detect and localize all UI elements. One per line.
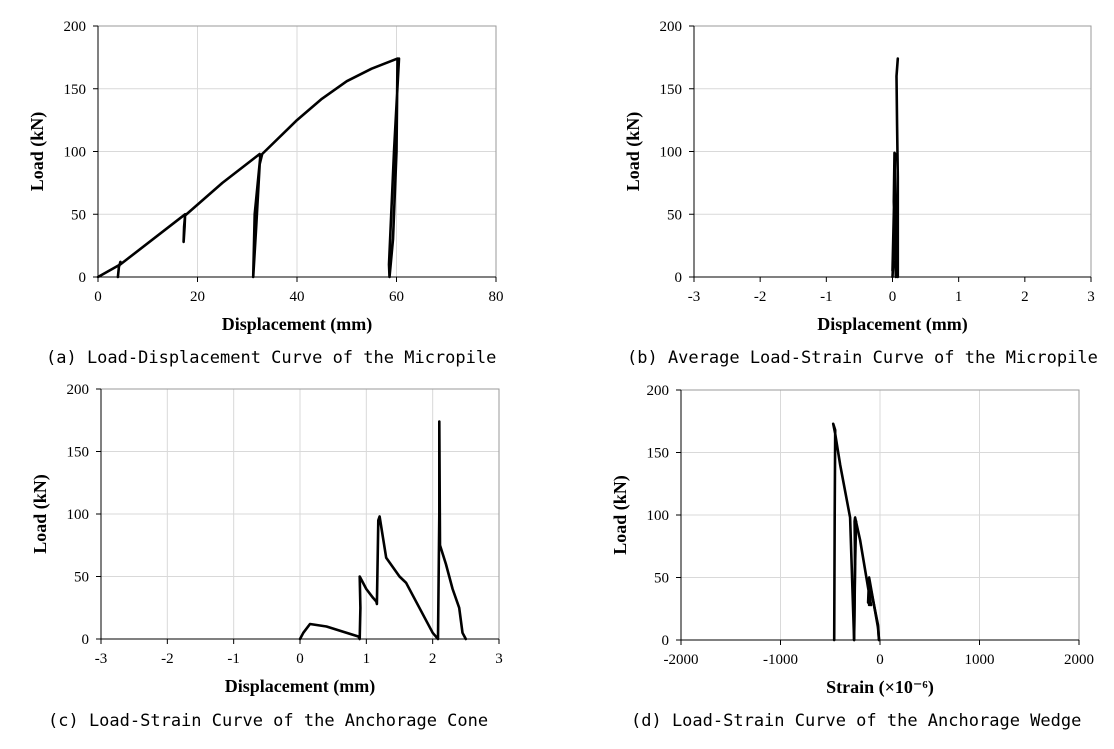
x-tick-label: 0: [889, 289, 897, 305]
y-tick-label: 50: [667, 207, 682, 223]
x-axis-label: Displacement (mm): [225, 676, 375, 697]
x-axis-label: Displacement (mm): [222, 314, 372, 335]
series-line: [298, 420, 468, 641]
y-tick-label: 0: [82, 632, 90, 648]
x-tick-label: -1: [820, 289, 833, 305]
chart-c-svg: -3 -2 -1 0 1 2 3 0 50 100 150 200 Displacement (mm) L…: [30, 382, 503, 697]
x-tick-label: 40: [290, 289, 305, 305]
y-tick-label: 100: [647, 508, 670, 524]
chart-panel-c: -3 -2 -1 0 1 2 3 0 50 100 150 200 Displacement (mm) L…: [0, 375, 560, 710]
x-tick-label: 20: [190, 289, 205, 305]
x-tick-label: 2: [429, 651, 437, 667]
x-tick-label: -2: [161, 651, 174, 667]
y-tick-label: 0: [675, 270, 683, 286]
x-tick-label: 2: [1021, 289, 1029, 305]
x-tick-label: -3: [95, 651, 108, 667]
y-tick-label: 50: [74, 570, 89, 586]
y-tick-label: 200: [64, 19, 87, 35]
caption-c: (c) Load-Strain Curve of the Anchorage C…: [48, 711, 489, 731]
y-tick-label: 0: [662, 633, 670, 649]
y-tick-label: 200: [647, 383, 670, 399]
y-tick-label: 50: [654, 571, 669, 587]
caption-a: (a) Load-Displacement Curve of the Micro…: [46, 348, 497, 368]
series-line: [96, 57, 401, 279]
x-tick-label: -1: [227, 651, 240, 667]
x-axis-label: Strain (×10⁻⁶): [826, 677, 934, 698]
x-tick-label: 1: [955, 289, 963, 305]
y-tick-label: 0: [79, 270, 87, 286]
x-tick-label: 1000: [965, 652, 995, 668]
y-axis-label: Load (kN): [30, 474, 51, 554]
caption-b: (b) Average Load-Strain Curve of the Mic…: [627, 348, 1098, 368]
series-line: [116, 260, 122, 279]
x-tick-label: -3: [688, 289, 701, 305]
caption-d: (d) Load-Strain Curve of the Anchorage W…: [631, 711, 1082, 731]
x-tick-label: 1: [363, 651, 371, 667]
x-tick-label: -2000: [664, 652, 699, 668]
y-axis-label: Load (kN): [27, 112, 48, 192]
x-tick-label: 80: [489, 289, 504, 305]
chart-panel-a: 0 20 40 60 80 0 50 100 150 200 Displacement (mm) Lo…: [0, 0, 560, 345]
x-tick-label: 0: [94, 289, 102, 305]
y-tick-label: 100: [660, 145, 683, 161]
chart-d-svg: -2000 -1000 0 1000 2000 0 50 100 150 200 Strain (×…: [610, 383, 1094, 698]
x-tick-label: 0: [296, 651, 304, 667]
x-tick-label: 2000: [1064, 652, 1094, 668]
series-line: [852, 520, 858, 642]
x-tick-label: -2: [754, 289, 767, 305]
y-tick-label: 200: [660, 19, 683, 35]
y-tick-label: 150: [660, 82, 683, 98]
y-axis-label: Load (kN): [610, 475, 631, 555]
chart-a-svg: 0 20 40 60 80 0 50 100 150 200 Displacement (mm) Lo…: [27, 19, 504, 335]
series-line: [891, 57, 900, 279]
y-tick-label: 150: [64, 82, 87, 98]
y-tick-label: 100: [64, 145, 87, 161]
x-tick-label: 60: [389, 289, 404, 305]
y-tick-label: 150: [67, 445, 90, 461]
y-tick-label: 150: [647, 446, 670, 462]
chart-b-svg: -3 -2 -1 0 1 2 3 0 50 100 150 200 Displacement (mm) L…: [623, 19, 1095, 335]
x-tick-label: 0: [876, 652, 884, 668]
x-axis-label: Displacement (mm): [817, 314, 967, 335]
chart-panel-d: -2000 -1000 0 1000 2000 0 50 100 150 200 Strain (×…: [560, 375, 1114, 710]
y-tick-label: 100: [67, 507, 90, 523]
y-tick-label: 50: [71, 207, 86, 223]
x-tick-label: 3: [1087, 289, 1095, 305]
y-axis-label: Load (kN): [623, 112, 644, 192]
x-tick-label: -1000: [763, 652, 798, 668]
chart-panel-b: -3 -2 -1 0 1 2 3 0 50 100 150 200 Displacement (mm) L…: [560, 0, 1114, 345]
series-line: [867, 588, 881, 642]
y-tick-label: 200: [67, 382, 90, 398]
x-tick-label: 3: [495, 651, 503, 667]
